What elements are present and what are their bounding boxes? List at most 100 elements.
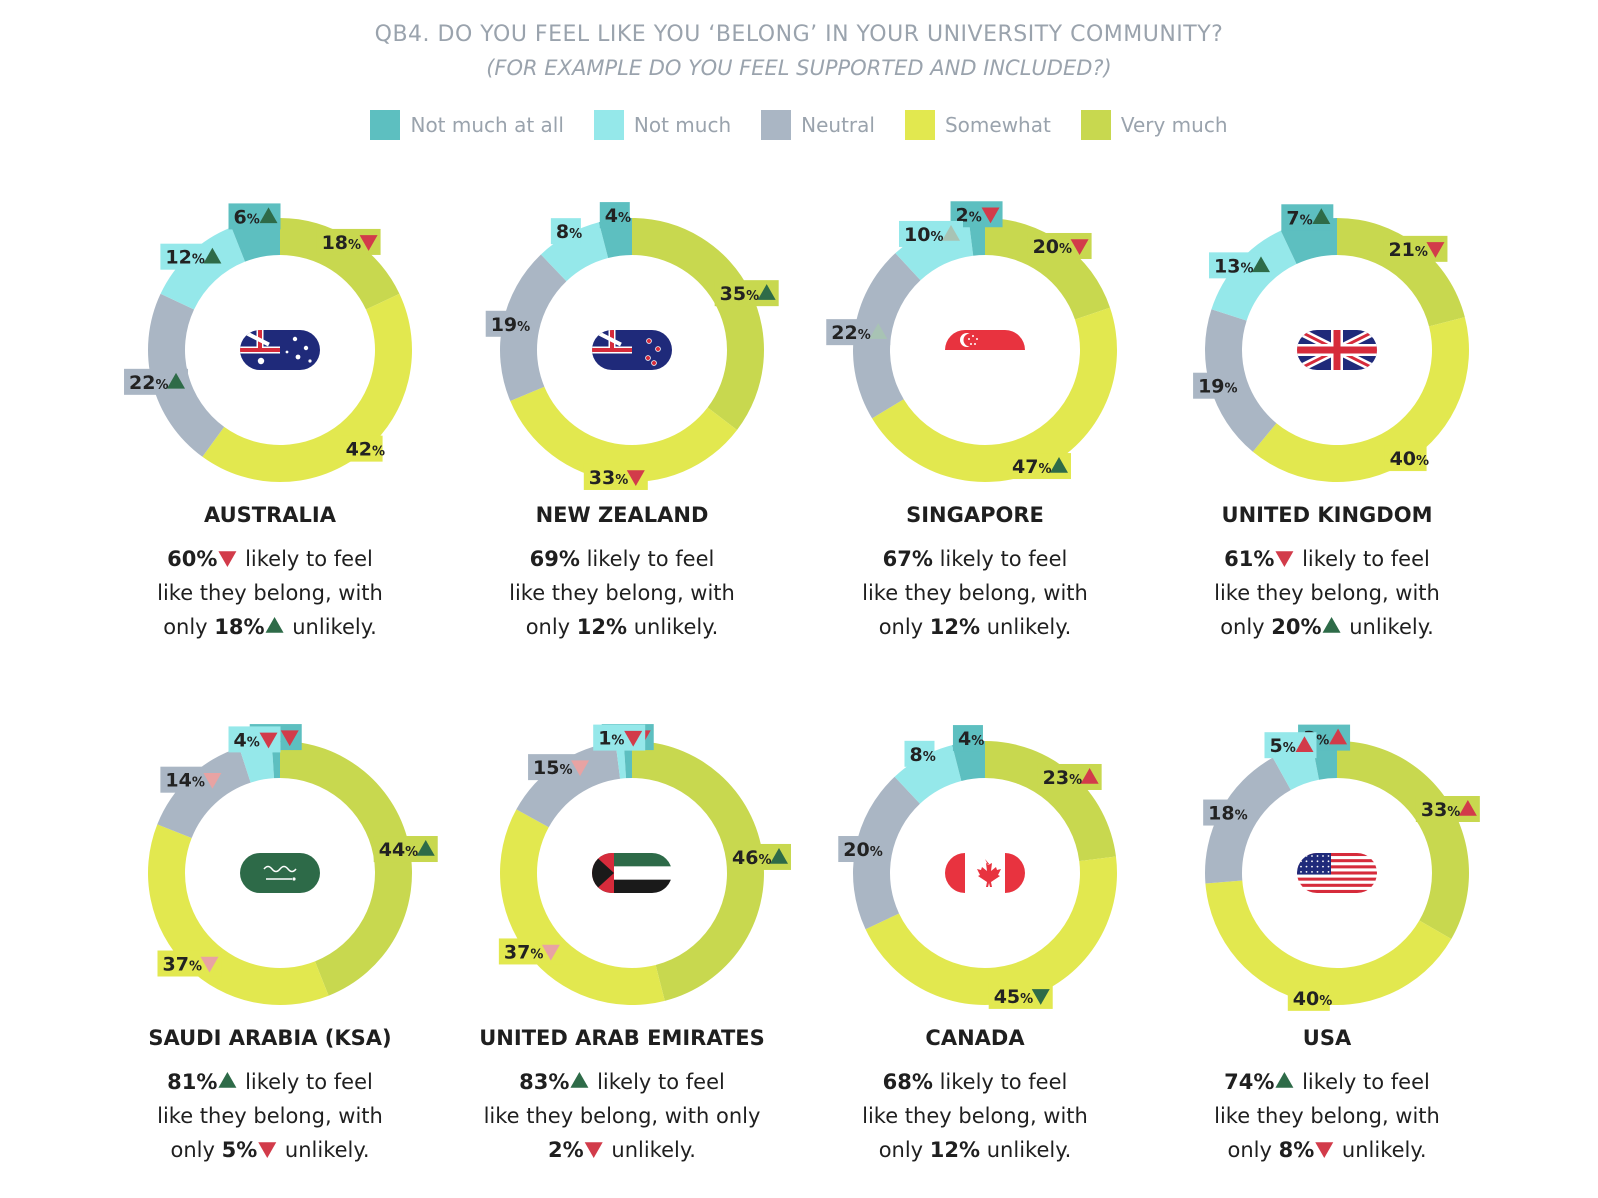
up-arrow-icon bbox=[1312, 208, 1331, 225]
svg-text:only 5% unlikely.: only 5% unlikely. bbox=[170, 1138, 369, 1162]
label-percent-sign: % bbox=[405, 845, 418, 860]
description-text: unlikely. bbox=[627, 615, 718, 639]
svg-text:74% likely to feel: 74% likely to feel bbox=[1224, 1070, 1430, 1094]
description-line: 69% likely to feel bbox=[530, 547, 715, 571]
up-arrow-icon bbox=[769, 847, 788, 864]
svg-text:only 12% unlikely.: only 12% unlikely. bbox=[526, 615, 719, 639]
svg-text:only 12% unlikely.: only 12% unlikely. bbox=[879, 1138, 1072, 1162]
label-value: 12 bbox=[165, 247, 191, 269]
data-label-text: 4% bbox=[958, 728, 984, 750]
description-stat: 5% bbox=[222, 1138, 258, 1162]
data-label-text: 22% bbox=[129, 372, 168, 394]
label-percent-sign: % bbox=[1069, 773, 1082, 788]
svg-text:like they belong, with: like they belong, with bbox=[862, 581, 1088, 605]
label-value: 40 bbox=[1293, 988, 1319, 1010]
label-value: 21 bbox=[1388, 239, 1414, 261]
data-label-text: 5% bbox=[1269, 735, 1295, 757]
data-label-text: 37% bbox=[162, 954, 201, 976]
description-line: 2% unlikely. bbox=[548, 1138, 696, 1162]
up-arrow-icon bbox=[1458, 800, 1477, 816]
label-value: 22 bbox=[129, 372, 155, 394]
description-text: likely to feel bbox=[238, 547, 372, 571]
label-percent-sign: % bbox=[746, 289, 759, 304]
svg-text:like they belong, with: like they belong, with bbox=[157, 1104, 383, 1128]
label-percent-sign: % bbox=[1447, 805, 1460, 820]
label-percent-sign: % bbox=[969, 210, 982, 225]
label-percent-sign: % bbox=[1300, 213, 1313, 228]
donut-segment-very-much bbox=[632, 218, 764, 430]
label-percent-sign: % bbox=[618, 211, 631, 226]
svg-text:like they belong, with only: like they belong, with only bbox=[484, 1104, 761, 1128]
data-label: 47% bbox=[1006, 453, 1071, 480]
data-label-text: 40% bbox=[1390, 448, 1429, 470]
description-text: likely to feel bbox=[1295, 547, 1429, 571]
down-arrow-icon bbox=[584, 1142, 603, 1158]
data-label-text: 1% bbox=[598, 728, 624, 750]
description-stat: 12% bbox=[577, 615, 627, 639]
svg-text:like they belong, with: like they belong, with bbox=[509, 581, 735, 605]
description-text: like they belong, with bbox=[157, 581, 383, 605]
down-arrow-icon bbox=[1315, 1142, 1334, 1158]
label-value: 18 bbox=[322, 232, 348, 254]
description-line: like they belong, with bbox=[1214, 581, 1440, 605]
up-arrow-icon bbox=[1275, 1072, 1294, 1088]
label-value: 15 bbox=[533, 757, 559, 779]
data-label: 14% bbox=[160, 766, 225, 793]
description-text: only bbox=[163, 615, 214, 639]
legend-item-somewhat: Somewhat bbox=[904, 110, 1051, 140]
down-arrow-icon bbox=[571, 760, 590, 777]
data-label-text: 8% bbox=[909, 744, 935, 766]
description-text: like they belong, with bbox=[862, 581, 1088, 605]
label-percent-sign: % bbox=[530, 947, 543, 962]
description-line: only 8% unlikely. bbox=[1227, 1138, 1426, 1162]
label-value: 8 bbox=[909, 744, 922, 766]
data-label: 4% bbox=[599, 202, 631, 229]
data-label-text: 40% bbox=[1293, 988, 1332, 1010]
label-percent-sign: % bbox=[1416, 454, 1429, 469]
svg-text:like they belong, with: like they belong, with bbox=[1214, 581, 1440, 605]
description-text: like they belong, with bbox=[157, 1104, 383, 1128]
data-label: 40% bbox=[1384, 445, 1429, 472]
data-label: 46% bbox=[726, 843, 791, 870]
label-box bbox=[1203, 799, 1246, 826]
donut-segment-not-much bbox=[615, 741, 627, 779]
data-label-text: 7% bbox=[1286, 207, 1312, 229]
description-stat: 69% bbox=[530, 547, 580, 571]
donut-segment-somewhat bbox=[148, 824, 329, 1005]
data-label: 8% bbox=[550, 218, 582, 245]
description-stat: 2% bbox=[548, 1138, 584, 1162]
legend-swatch bbox=[904, 110, 935, 140]
description-stat: 61% bbox=[1224, 547, 1274, 571]
label-box bbox=[838, 836, 881, 863]
label-value: 18 bbox=[1208, 803, 1234, 825]
data-label: 33% bbox=[1415, 796, 1480, 822]
label-value: 35 bbox=[720, 283, 746, 305]
legend-label: Very much bbox=[1120, 113, 1228, 137]
donut-segment-neutral bbox=[516, 742, 621, 828]
description-stat: 68% bbox=[883, 1070, 933, 1094]
data-label: 13% bbox=[1208, 252, 1273, 279]
donut-segment-not-much-at-all bbox=[1312, 741, 1337, 780]
data-label-text: 45% bbox=[994, 986, 1033, 1008]
svg-text:only 8% unlikely.: only 8% unlikely. bbox=[1227, 1138, 1426, 1162]
description-line: 67% likely to feel bbox=[883, 547, 1068, 571]
description-line: only 5% unlikely. bbox=[170, 1138, 369, 1162]
donut-segment-neutral bbox=[500, 254, 567, 401]
down-arrow-icon bbox=[218, 551, 237, 567]
description-line: like they belong, with bbox=[862, 1104, 1088, 1128]
down-arrow-icon bbox=[203, 772, 222, 789]
usa-flag bbox=[1297, 853, 1377, 893]
description-text: unlikely. bbox=[980, 1138, 1071, 1162]
down-arrow-icon bbox=[1070, 239, 1089, 255]
up-arrow-icon bbox=[416, 840, 435, 856]
donut-segment-very-much bbox=[985, 218, 1111, 320]
chart-subtitle: (FOR EXAMPLE DO YOU FEEL SUPPORTED AND I… bbox=[486, 56, 1112, 80]
label-percent-sign: % bbox=[189, 960, 202, 975]
country-name: CANADA bbox=[925, 1026, 1025, 1050]
data-label: 6% bbox=[228, 203, 281, 230]
data-label-text: 20% bbox=[843, 839, 882, 861]
data-label: 22% bbox=[124, 368, 189, 395]
